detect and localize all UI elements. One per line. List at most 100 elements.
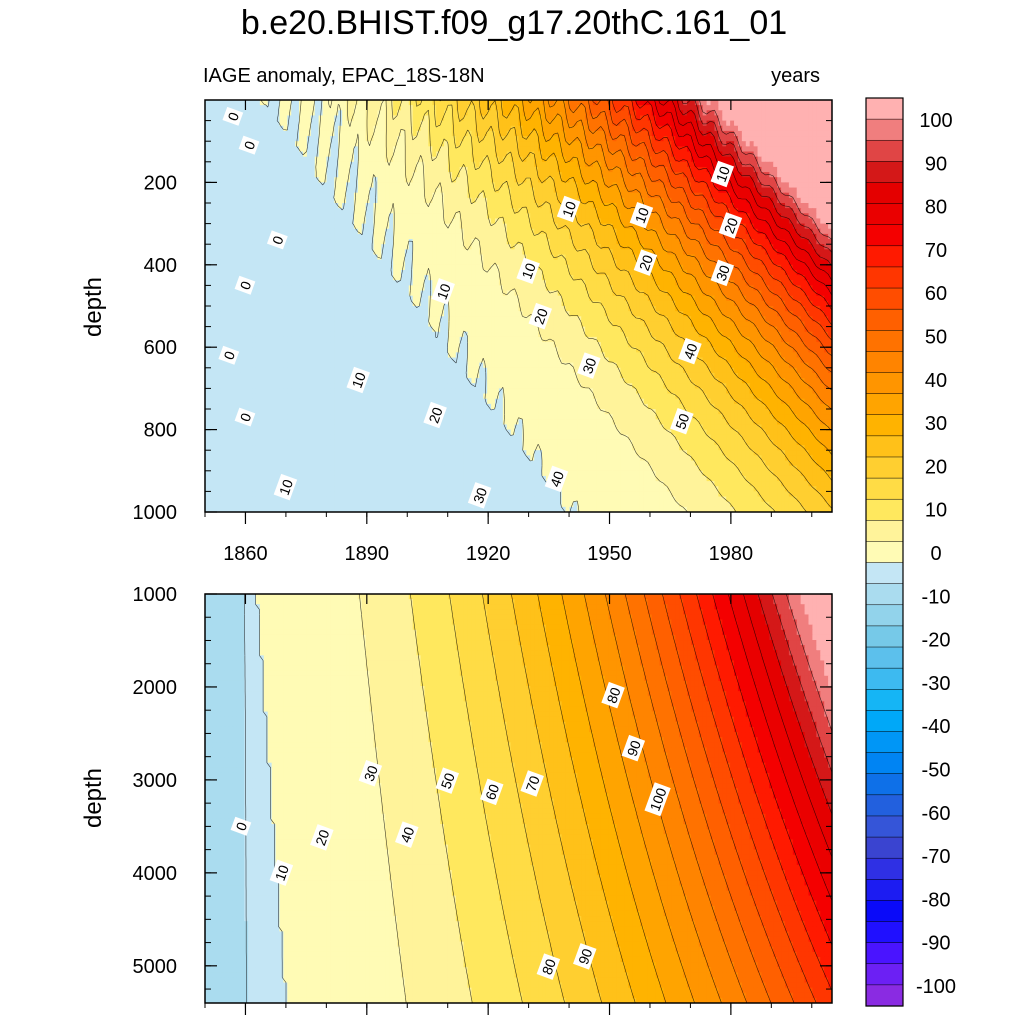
contour-cell [675, 105, 680, 111]
contour-cell [639, 141, 645, 147]
contour-cell [706, 125, 712, 132]
contour-cell [796, 177, 802, 183]
contour-cell [596, 100, 602, 106]
contour-cell [573, 239, 578, 245]
contour-cell [432, 187, 437, 194]
contour-cell [557, 223, 563, 230]
contour-cell [589, 208, 594, 214]
contour-cell [412, 182, 418, 189]
contour-cell [506, 130, 512, 137]
contour-cell [385, 141, 390, 147]
contour-cell [581, 161, 586, 168]
contour-cell [565, 166, 571, 173]
contour-cell [687, 125, 692, 132]
contour-cell [506, 218, 512, 225]
contour-cell [373, 208, 379, 214]
contour-cell [526, 166, 531, 173]
contour-cell [639, 130, 645, 137]
contour-cell [608, 182, 614, 189]
contour-cell [502, 110, 508, 117]
contour-cell [655, 161, 661, 168]
contour-cell [596, 177, 602, 183]
contour-cell [683, 130, 688, 137]
contour-cell [318, 141, 324, 147]
contour-cell [475, 166, 480, 173]
contour-cell [412, 244, 418, 250]
contour-cell [545, 105, 551, 111]
contour-cell [749, 120, 755, 127]
contour-cell [651, 197, 657, 204]
contour-cell [565, 233, 571, 240]
contour-cell [397, 177, 402, 183]
contour-cell [440, 208, 445, 214]
contour-cell [306, 249, 312, 256]
contour-cell [349, 130, 355, 137]
contour-cell [542, 244, 547, 250]
contour-cell [589, 249, 594, 256]
contour-cell [236, 172, 241, 178]
contour-cell [416, 187, 422, 194]
contour-cell [205, 130, 210, 137]
contour-cell [240, 223, 245, 230]
contour-cell [283, 182, 288, 189]
contour-cell [428, 110, 433, 117]
contour-cell [459, 151, 465, 158]
contour-cell [542, 130, 547, 137]
contour-cell [283, 244, 288, 250]
contour-cell [824, 228, 829, 235]
contour-cell [483, 100, 488, 106]
contour-cell [687, 151, 692, 158]
contour-cell [287, 192, 292, 199]
contour-cell [694, 203, 700, 209]
contour-cell [494, 166, 500, 173]
contour-cell [444, 172, 449, 178]
contour-cell [589, 125, 594, 132]
contour-cell [220, 249, 226, 256]
contour-cell [291, 105, 296, 111]
contour-cell [436, 151, 441, 158]
contour-cell [612, 141, 618, 147]
contour-cell [553, 182, 559, 189]
contour-cell [722, 120, 727, 127]
contour-cell [761, 213, 766, 220]
contour-cell [302, 141, 308, 147]
contour-cell [224, 197, 230, 204]
contour-cell [381, 197, 386, 204]
contour-cell [299, 130, 304, 137]
contour-cell [769, 182, 774, 189]
contour-cell [616, 141, 621, 147]
contour-cell [279, 228, 284, 235]
contour-cell [604, 192, 610, 199]
contour-cell [451, 187, 457, 194]
contour-cell [424, 125, 429, 132]
contour-cell [592, 172, 598, 178]
contour-cell [216, 110, 222, 117]
contour-cell [205, 156, 210, 163]
contour-cell [279, 151, 284, 158]
contour-cell [455, 187, 461, 194]
contour-cell [526, 141, 531, 147]
contour-cell [737, 110, 743, 117]
contour-cell [389, 218, 394, 225]
contour-cell [240, 120, 245, 127]
contour-cell [585, 187, 590, 194]
contour-cell [749, 130, 755, 137]
contour-cell [224, 161, 230, 168]
contour-cell [240, 228, 245, 235]
contour-cell [424, 182, 429, 189]
contour-cell [365, 239, 371, 245]
contour-cell [314, 218, 320, 225]
contour-cell [518, 110, 524, 117]
contour-cell [314, 192, 320, 199]
contour-cell [361, 187, 367, 194]
contour-cell [769, 110, 774, 117]
contour-cell [479, 105, 484, 111]
contour-cell [596, 172, 602, 178]
contour-cell [330, 192, 335, 199]
contour-cell [255, 197, 261, 204]
contour-cell [299, 110, 304, 117]
contour-cell [361, 166, 367, 173]
contour-cell [749, 141, 755, 147]
contour-cell [436, 172, 441, 178]
contour-cell [647, 187, 653, 194]
